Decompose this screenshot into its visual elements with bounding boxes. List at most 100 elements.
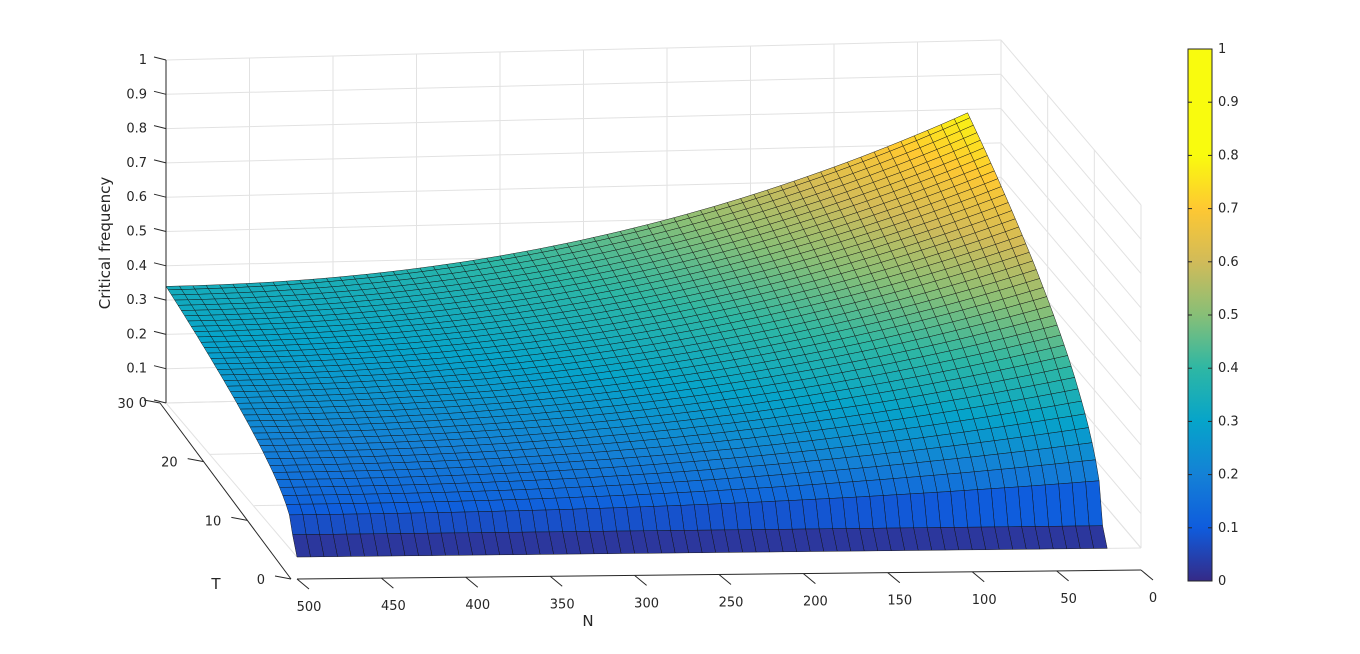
colorbar-tick-label: 0.9 (1218, 95, 1239, 110)
surface-cell (203, 347, 222, 354)
surface-cell (165, 285, 182, 291)
surface-cell (239, 408, 258, 416)
z-tick (153, 90, 167, 95)
colorbar-tick-label: 0.8 (1218, 148, 1239, 163)
surface-cell (167, 289, 186, 296)
n-tick-label: 250 (719, 596, 744, 611)
z-tick (153, 159, 167, 164)
n-tick-label: 450 (381, 599, 406, 614)
n-tick-label: 400 (465, 598, 490, 613)
surface-cell (256, 438, 274, 446)
n-tick-label: 500 (297, 600, 322, 615)
t-tick (143, 399, 161, 404)
n-tick (1056, 570, 1069, 582)
z-tick-label: 0.5 (126, 225, 147, 240)
surface-cell (252, 432, 271, 440)
t-axis-line (159, 402, 292, 580)
surface-cell (220, 374, 238, 381)
t-tick-label: 0 (257, 573, 265, 588)
n-tick-label: 300 (634, 596, 659, 611)
z-tick (153, 296, 167, 301)
surface-cell (272, 471, 291, 480)
surface-cell (193, 331, 212, 338)
surface-cell (213, 363, 232, 370)
z-tick (153, 228, 167, 232)
n-tick-label: 150 (887, 594, 912, 609)
n-tick (634, 575, 647, 586)
surface-cell (177, 304, 196, 311)
z-tick (153, 262, 167, 267)
surface-cell (243, 414, 261, 422)
surface-cell (171, 294, 189, 301)
z-tick (153, 330, 167, 335)
x-axis-label: N (582, 612, 593, 630)
surface-cell (180, 309, 199, 317)
z-tick-label: 0.8 (126, 122, 147, 137)
z-tick-label: 0 (139, 396, 147, 411)
grid-line (1000, 108, 1142, 274)
surface-cell (249, 426, 268, 434)
grid-line (1000, 39, 1142, 206)
z-tick (153, 56, 167, 61)
colorbar-tick-label: 0.4 (1218, 361, 1239, 376)
t-tick (187, 458, 204, 463)
colorbar: 0 0.1 0.2 0.3 0.4 0.5 0.6 0.7 0.8 0.9 1 (1187, 42, 1239, 589)
surface-cell (236, 402, 255, 410)
grid-line (1000, 142, 1142, 309)
surface-cell (184, 315, 202, 322)
surface-cell (266, 458, 284, 466)
grid-line (1000, 73, 1142, 240)
n-tick (381, 577, 394, 589)
surface-cell (233, 397, 251, 404)
surface-cell (229, 391, 248, 398)
z-tick-label: 0.6 (126, 190, 147, 205)
z-tick-label: 0.9 (126, 87, 147, 102)
n-tick (296, 578, 310, 590)
grid-line (1000, 176, 1142, 343)
z-tick-label: 0.4 (126, 259, 147, 274)
z-tick-label: 0.3 (126, 293, 147, 308)
surface-cell (223, 380, 242, 387)
colorbar-tick-label: 0.5 (1218, 308, 1239, 323)
surface-cell (187, 320, 205, 327)
n-tick (718, 574, 732, 585)
n-tick (971, 571, 985, 583)
surface-cell (210, 357, 228, 365)
z-tick-label: 0.1 (126, 362, 147, 377)
n-tick (887, 572, 901, 584)
grid-line (1000, 211, 1142, 377)
t-tick (231, 516, 248, 521)
n-tick-label: 0 (1149, 591, 1157, 606)
z-tick-label: 0.7 (126, 156, 147, 171)
t-tick-label: 10 (205, 514, 222, 529)
z-tick (153, 193, 167, 198)
surface-cell (207, 352, 225, 359)
surface-cell (246, 420, 264, 428)
z-axis-label: Critical frequency (96, 177, 114, 310)
t-tick-label: 20 (161, 456, 178, 471)
surface-cell (200, 341, 219, 348)
n-tick (465, 576, 479, 588)
z-tick (153, 365, 167, 370)
z-tick-label: 1 (139, 53, 147, 68)
colorbar-tick-label: 0 (1218, 574, 1226, 589)
z-tick-label: 0.2 (126, 327, 147, 342)
n-tick-label: 350 (550, 597, 575, 612)
n-tick-label: 100 (972, 593, 997, 608)
colorbar-tick-label: 1 (1218, 42, 1226, 57)
n-tick (549, 575, 563, 587)
y-axis-label: T (210, 575, 221, 593)
surface-cell (292, 534, 311, 558)
surface-cell (269, 465, 287, 473)
surface-cell (197, 336, 215, 343)
surface-cell (226, 385, 245, 393)
colorbar-tick-label: 0.1 (1218, 521, 1239, 536)
n-tick (803, 573, 816, 584)
n-tick-label: 200 (803, 595, 828, 610)
surface-mesh (165, 112, 1108, 558)
t-tick (274, 575, 292, 580)
colorbar-tick-label: 0.7 (1218, 202, 1239, 217)
surface-cell (289, 514, 307, 535)
